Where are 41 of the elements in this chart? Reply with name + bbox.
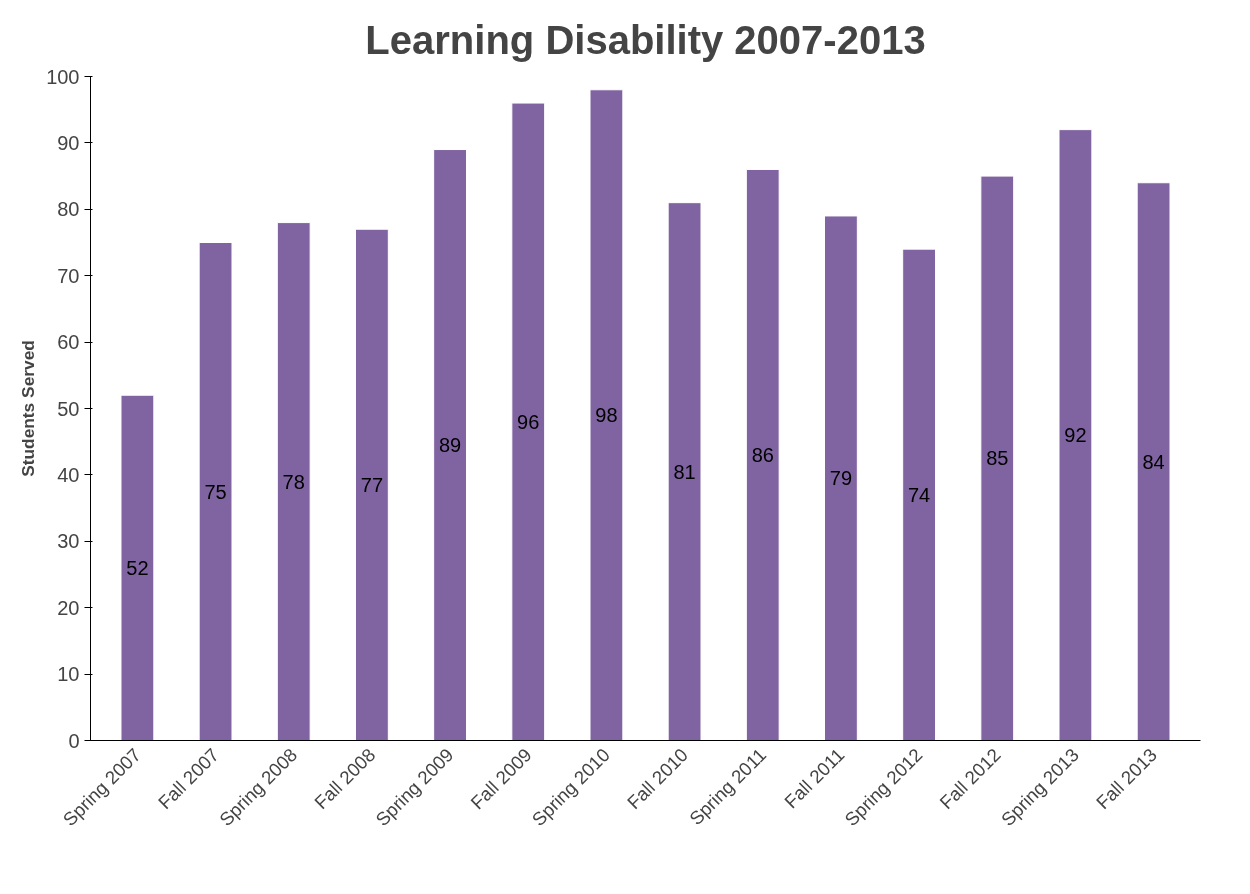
- data-label: 92: [1064, 424, 1087, 447]
- y-tick-label: 50: [57, 397, 80, 420]
- bar: [745, 168, 780, 741]
- data-label: 77: [360, 473, 384, 496]
- y-tick-label: 30: [57, 530, 80, 553]
- y-tick-label: 0: [68, 729, 80, 752]
- data-label: 85: [986, 447, 1009, 470]
- bar: [198, 242, 233, 741]
- bar: [433, 149, 467, 741]
- bar: [1136, 182, 1171, 741]
- data-label: 96: [517, 410, 540, 433]
- bar: [824, 215, 858, 741]
- data-label: 74: [907, 483, 931, 506]
- y-tick-label: 20: [57, 596, 80, 619]
- data-label: 84: [1142, 450, 1165, 473]
- y-tick-label: 80: [57, 198, 80, 221]
- bar: [511, 102, 546, 741]
- data-label: 86: [751, 443, 774, 466]
- data-label: 81: [673, 460, 696, 483]
- y-tick-label: 60: [57, 331, 80, 354]
- data-label: 79: [829, 467, 853, 490]
- bar: [1058, 129, 1093, 741]
- bar: [354, 228, 389, 741]
- y-tick-label: 10: [57, 663, 80, 686]
- y-tick-label: 40: [57, 463, 80, 486]
- bar: [980, 175, 1015, 741]
- y-tick-label: 70: [57, 264, 80, 287]
- bar: [902, 248, 937, 741]
- data-label: 78: [282, 470, 305, 493]
- data-label: 89: [438, 434, 462, 457]
- y-axis-title: Students Served: [18, 340, 39, 477]
- y-tick-label: 100: [46, 65, 80, 88]
- data-label: 52: [126, 556, 149, 579]
- bar: [667, 202, 702, 741]
- data-label: 75: [204, 480, 227, 503]
- bar: [589, 89, 624, 741]
- bar: [276, 222, 311, 741]
- y-tick-label: 90: [57, 131, 80, 154]
- bar: [120, 394, 155, 741]
- data-label: 98: [595, 404, 618, 427]
- chart-title: Learning Disability 2007-2013: [365, 17, 926, 62]
